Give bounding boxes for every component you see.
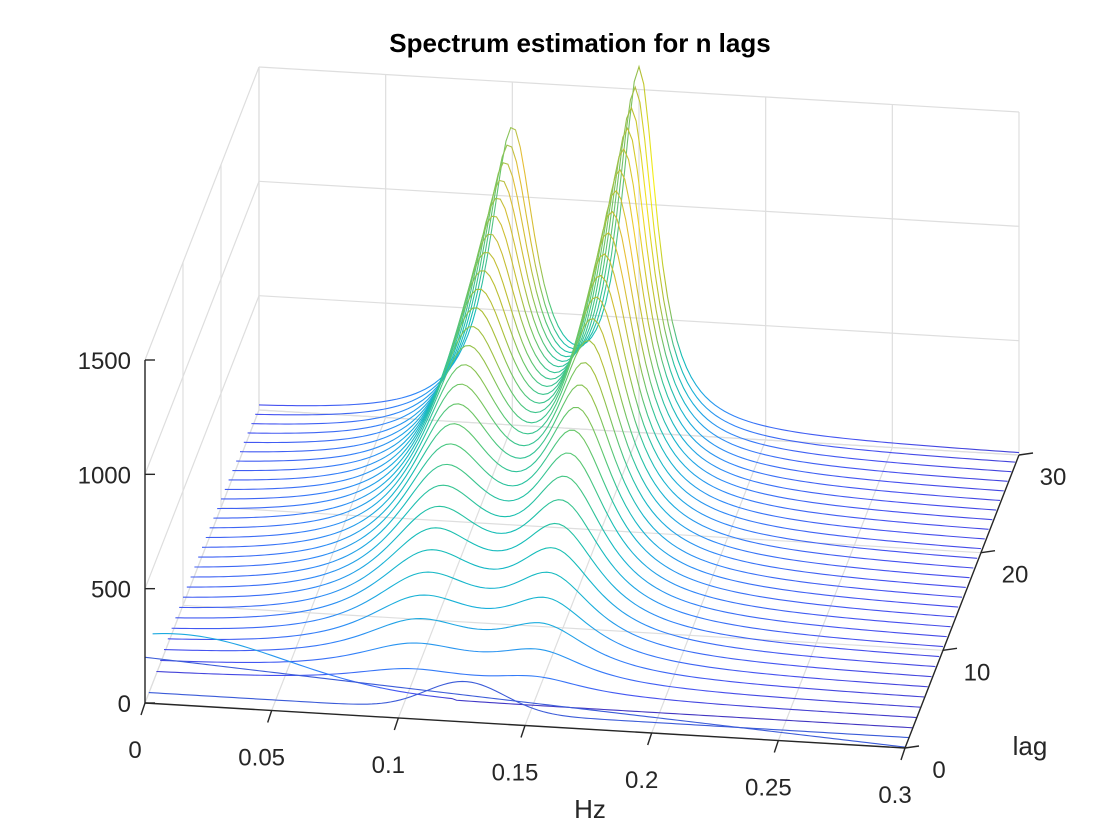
series-line-lag-23: [232, 210, 993, 521]
series-line-lag-14: [198, 407, 959, 608]
series-line-lag-29: [255, 85, 1016, 463]
x-tick: [900, 747, 906, 761]
y-tick-label: 0: [932, 757, 945, 784]
grid-line: [144, 409, 260, 704]
series-line-lag-13: [194, 429, 955, 618]
series-line-lag-5: [163, 618, 925, 698]
x-tick: [647, 732, 653, 746]
series-line-lag-20: [221, 274, 982, 550]
y-tick-label: 20: [1002, 562, 1029, 589]
series-line-lag-6: [167, 594, 928, 688]
x-tick-label: 0: [128, 737, 141, 764]
grid-line: [144, 66, 260, 361]
series-line-lag-12: [190, 452, 951, 628]
x-tick-label: 0.3: [878, 782, 911, 809]
series-line-lag-22: [228, 231, 989, 530]
x-tick: [267, 710, 273, 723]
series-line-lag-30: [258, 64, 1020, 454]
grid-line: [182, 604, 944, 651]
series-line-lag-11: [186, 475, 947, 638]
grid-line: [258, 66, 1020, 113]
grid-line: [144, 295, 260, 589]
series-line-lag-19: [217, 296, 978, 559]
series-line-lag-7: [171, 571, 932, 678]
series-line-lag-16: [205, 362, 966, 589]
chart-title: Spectrum estimation for n lags: [389, 28, 770, 58]
y-axis-line: [904, 454, 1020, 749]
series-line-lag-28: [251, 106, 1012, 473]
grid-line: [258, 180, 1020, 227]
series-line-lag-18: [213, 318, 974, 569]
y-axis-label: lag: [1013, 731, 1048, 761]
y-tick-label: 10: [964, 659, 991, 686]
grid-layer: [144, 66, 1020, 749]
x-tick: [140, 702, 146, 716]
series-line-lag-8: [175, 547, 936, 668]
series-line-lag-17: [209, 340, 970, 579]
grid-line: [777, 447, 893, 741]
grid-line: [524, 432, 640, 726]
grid-line: [258, 295, 1020, 342]
x-tick-label: 0.2: [625, 767, 658, 794]
z-tick-label: 1000: [78, 462, 131, 489]
series-line-lag-15: [201, 384, 963, 598]
series-line-lag-0: [144, 656, 906, 748]
series-line-lag-9: [179, 522, 940, 658]
series-line-lag-24: [236, 189, 997, 511]
series-line-lag-3: [156, 668, 917, 719]
grid-line: [220, 507, 982, 554]
series-line-lag-4: [160, 642, 921, 708]
series-line-lag-10: [182, 499, 944, 648]
y-tick: [942, 647, 958, 652]
y-tick: [904, 745, 920, 749]
x-tick: [393, 717, 399, 731]
series-line-lag-2: [152, 633, 913, 729]
y-tick: [980, 549, 996, 554]
series-line-lag-21: [224, 253, 985, 540]
x-tick-label: 0.15: [492, 760, 539, 787]
grid-line: [144, 181, 260, 475]
z-tick-label: 500: [91, 577, 131, 604]
x-tick-label: 0.1: [372, 752, 405, 779]
series-line-lag-25: [239, 168, 1001, 502]
y-tick-label: 30: [1040, 464, 1067, 491]
grid-line: [271, 417, 387, 711]
z-tick-label: 0: [118, 691, 131, 718]
series-line-lag-27: [247, 126, 1008, 482]
x-axis-label: Hz: [574, 794, 606, 824]
axes: 0 0.05 0.1 0.15 0.2 0.25 0.3 0 10 20 30 0 500 1000 150…: [78, 348, 1067, 809]
series-lines: [144, 64, 1020, 748]
x-tick-label: 0.25: [745, 775, 792, 802]
x-tick-label: 0.05: [238, 745, 285, 772]
x-tick: [773, 740, 779, 753]
y-tick: [1018, 452, 1034, 456]
series-line-lag-1: [148, 680, 909, 739]
x-tick: [520, 725, 526, 738]
series-line-lag-26: [243, 147, 1004, 492]
z-tick-label: 1500: [78, 348, 131, 375]
